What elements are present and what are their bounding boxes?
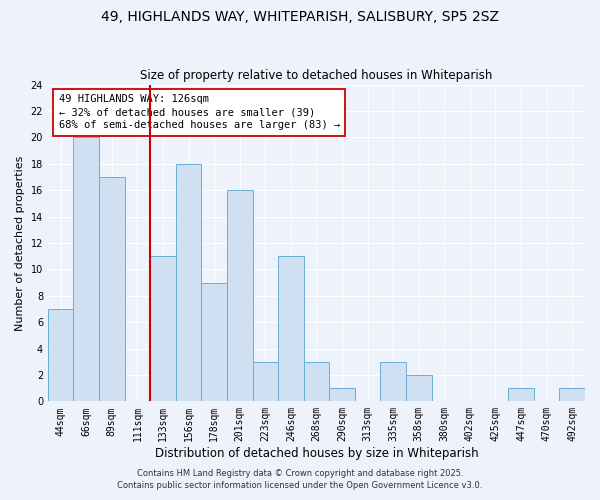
Bar	[227, 190, 253, 402]
Bar	[48, 309, 73, 402]
Bar	[73, 138, 99, 402]
Title: Size of property relative to detached houses in Whiteparish: Size of property relative to detached ho…	[140, 69, 493, 82]
Text: Contains HM Land Registry data © Crown copyright and database right 2025.
Contai: Contains HM Land Registry data © Crown c…	[118, 468, 482, 490]
Bar	[278, 256, 304, 402]
Bar	[150, 256, 176, 402]
Bar	[559, 388, 585, 402]
Y-axis label: Number of detached properties: Number of detached properties	[15, 156, 25, 330]
Bar	[176, 164, 202, 402]
Bar	[508, 388, 534, 402]
Bar	[202, 282, 227, 402]
Bar	[253, 362, 278, 402]
Bar	[380, 362, 406, 402]
Text: 49, HIGHLANDS WAY, WHITEPARISH, SALISBURY, SP5 2SZ: 49, HIGHLANDS WAY, WHITEPARISH, SALISBUR…	[101, 10, 499, 24]
X-axis label: Distribution of detached houses by size in Whiteparish: Distribution of detached houses by size …	[155, 447, 478, 460]
Bar	[329, 388, 355, 402]
Text: 49 HIGHLANDS WAY: 126sqm
← 32% of detached houses are smaller (39)
68% of semi-d: 49 HIGHLANDS WAY: 126sqm ← 32% of detach…	[59, 94, 340, 130]
Bar	[99, 177, 125, 402]
Bar	[304, 362, 329, 402]
Bar	[406, 375, 431, 402]
